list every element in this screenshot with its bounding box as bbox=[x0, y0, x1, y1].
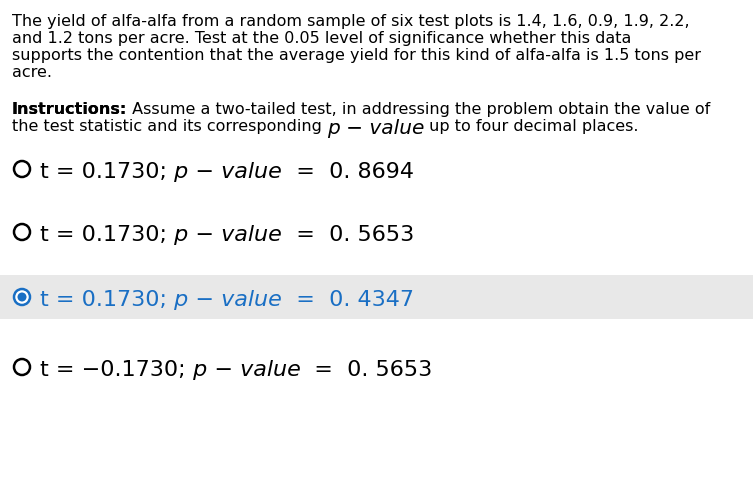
Text: supports the contention that the average yield for this kind of alfa-alfa is 1.5: supports the contention that the average… bbox=[12, 48, 701, 63]
Text: the test statistic and its corresponding: the test statistic and its corresponding bbox=[12, 119, 327, 134]
Text: =  0. 5653: = 0. 5653 bbox=[300, 359, 433, 379]
Text: acre.: acre. bbox=[12, 65, 52, 80]
Bar bbox=[0, 275, 753, 319]
Text: up to four decimal places.: up to four decimal places. bbox=[425, 119, 639, 134]
Text: Assume a two-tailed test, in addressing the problem obtain the value of: Assume a two-tailed test, in addressing … bbox=[127, 102, 711, 117]
Text: t = 0.1730;: t = 0.1730; bbox=[40, 162, 167, 182]
Text: t = 0.1730;: t = 0.1730; bbox=[40, 225, 167, 244]
Text: Instructions:: Instructions: bbox=[12, 102, 127, 117]
Text: t = −0.1730;: t = −0.1730; bbox=[40, 359, 186, 379]
Text: and 1.2 tons per acre. Test at the 0.05 level of significance whether this data: and 1.2 tons per acre. Test at the 0.05 … bbox=[12, 31, 631, 46]
Text: p − value: p − value bbox=[167, 225, 282, 244]
Circle shape bbox=[14, 162, 30, 178]
Text: p − value: p − value bbox=[327, 119, 425, 138]
Text: p − value: p − value bbox=[167, 162, 282, 182]
Text: =  0. 4347: = 0. 4347 bbox=[282, 289, 414, 309]
Text: The yield of alfa-alfa from a random sample of six test plots is 1.4, 1.6, 0.9, : The yield of alfa-alfa from a random sam… bbox=[12, 14, 690, 29]
Text: p − value: p − value bbox=[186, 359, 300, 379]
Circle shape bbox=[14, 289, 30, 305]
Circle shape bbox=[14, 225, 30, 241]
Circle shape bbox=[17, 293, 26, 302]
Text: =  0. 5653: = 0. 5653 bbox=[282, 225, 414, 244]
Text: p − value: p − value bbox=[167, 289, 282, 309]
Text: Instructions:: Instructions: bbox=[12, 102, 127, 117]
Text: t = 0.1730;: t = 0.1730; bbox=[40, 289, 167, 309]
Text: =  0. 8694: = 0. 8694 bbox=[282, 162, 414, 182]
Circle shape bbox=[14, 359, 30, 375]
